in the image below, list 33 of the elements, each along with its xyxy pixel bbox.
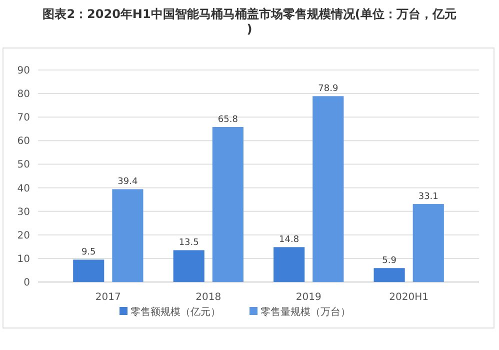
data-label: 14.8 — [279, 235, 300, 246]
bar — [173, 250, 204, 282]
x-tick-label: 2017 — [95, 292, 121, 303]
data-label: 5.9 — [382, 256, 397, 266]
x-tick-label: 2019 — [296, 292, 322, 303]
data-label: 13.5 — [178, 238, 199, 248]
bar — [312, 96, 344, 282]
x-tick-label: 2018 — [196, 292, 222, 303]
y-tick-label: 70 — [17, 112, 30, 124]
y-tick-label: 50 — [17, 160, 30, 171]
data-label: 39.4 — [118, 177, 138, 188]
legend-label: 零售量规模（万台） — [260, 306, 350, 318]
bar — [212, 127, 244, 282]
y-tick-label: 90 — [17, 66, 30, 76]
data-label: 78.9 — [318, 84, 338, 94]
chart-title: 图表2：2020年H1中国智能马桶马桶盖市场零售规模情况(单位：万台，亿元) — [42, 7, 456, 36]
bar — [374, 268, 405, 282]
y-tick-label: 60 — [17, 136, 30, 148]
y-tick-label: 0 — [24, 278, 30, 288]
legend-label: 零售额规模（亿元） — [130, 306, 220, 318]
bar — [73, 260, 104, 282]
y-tick-label: 10 — [17, 254, 30, 265]
bar — [274, 247, 305, 282]
y-tick-label: 30 — [17, 206, 30, 218]
x-tick-label: 2020H1 — [389, 292, 429, 303]
bar — [112, 189, 144, 282]
data-label: 65.8 — [218, 115, 238, 126]
y-tick-label: 20 — [17, 230, 30, 242]
bar — [412, 204, 444, 282]
data-label: 9.5 — [81, 248, 96, 258]
data-label: 33.1 — [418, 192, 438, 202]
y-tick-label: 80 — [17, 89, 30, 100]
y-tick-label: 40 — [17, 183, 30, 194]
